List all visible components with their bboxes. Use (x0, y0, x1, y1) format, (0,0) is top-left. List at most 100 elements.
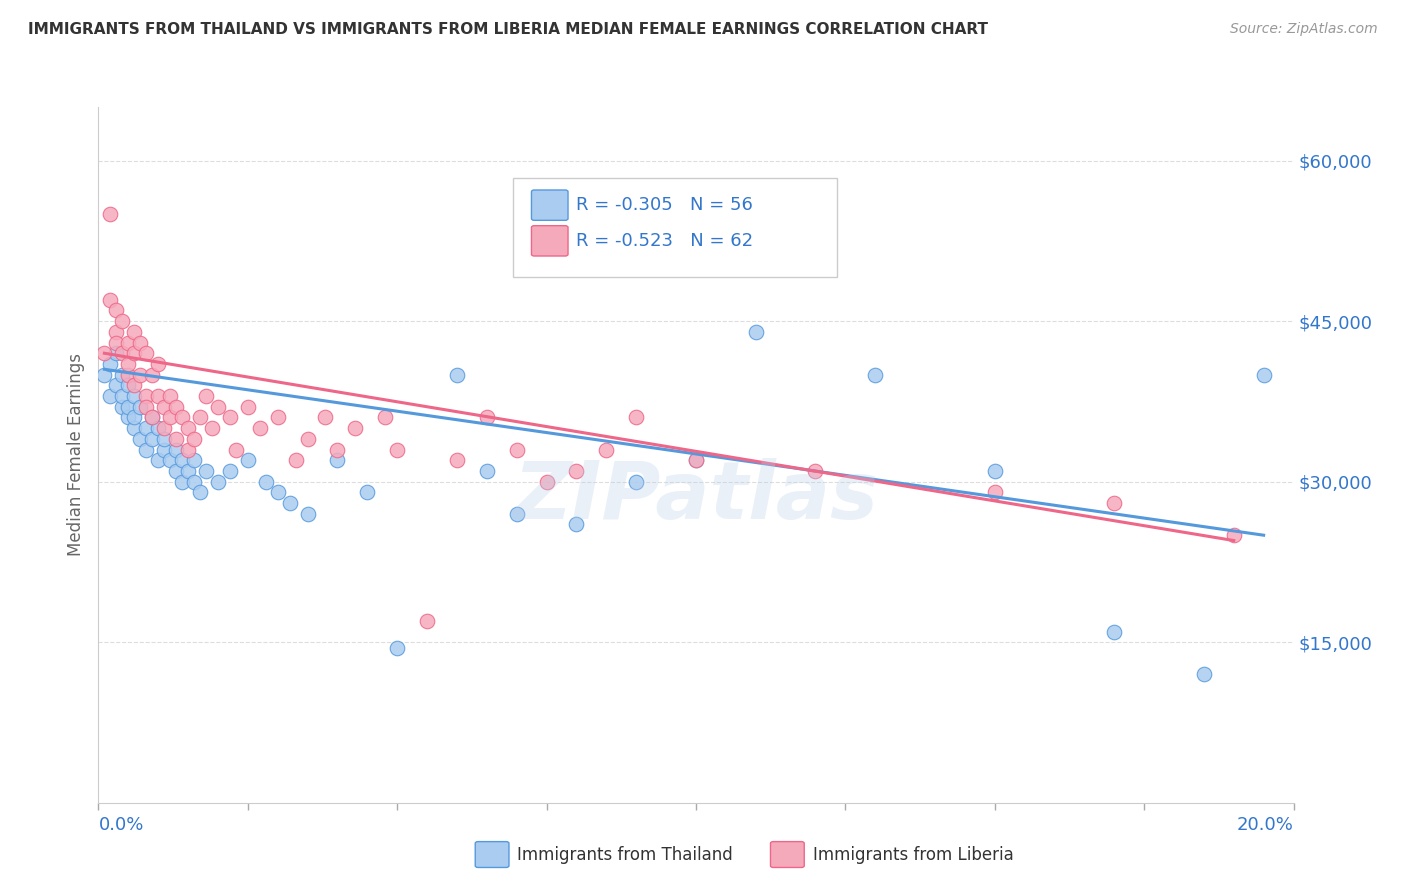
Point (249, 421, 271, 435)
Text: R = -0.305   N = 56: R = -0.305 N = 56 (576, 196, 754, 214)
Point (165, 442, 187, 457)
Point (105, 335, 128, 350)
Text: IMMIGRANTS FROM THAILAND VS IMMIGRANTS FROM LIBERIA MEDIAN FEMALE EARNINGS CORRE: IMMIGRANTS FROM THAILAND VS IMMIGRANTS F… (28, 22, 988, 37)
Point (177, 464, 200, 478)
Point (135, 346, 157, 360)
Point (685, 453, 707, 467)
Point (98, 389, 122, 403)
Point (194, 464, 218, 478)
Point (141, 432, 163, 446)
Point (1223, 528, 1246, 542)
Point (124, 421, 146, 435)
Point (165, 432, 187, 446)
Point (207, 400, 229, 414)
Point (93, 346, 115, 360)
Point (278, 496, 301, 510)
Point (475, 464, 498, 478)
Point (446, 368, 468, 382)
Point (595, 442, 617, 457)
Point (183, 475, 205, 489)
Point (105, 346, 128, 360)
Point (117, 378, 139, 392)
Point (284, 453, 307, 467)
Point (254, 475, 277, 489)
Point (124, 378, 146, 392)
Point (475, 410, 498, 425)
Point (225, 442, 247, 457)
Text: 0.0%: 0.0% (98, 816, 143, 834)
Point (117, 335, 139, 350)
Point (356, 485, 378, 500)
Point (153, 400, 176, 414)
Point (219, 410, 242, 425)
Point (129, 335, 152, 350)
Point (236, 400, 259, 414)
Point (117, 410, 139, 425)
Point (385, 442, 409, 457)
Point (315, 410, 337, 425)
Point (1192, 667, 1215, 681)
Text: 20.0%: 20.0% (1237, 816, 1294, 834)
Point (804, 464, 827, 478)
Point (124, 325, 146, 339)
Point (446, 453, 468, 467)
Text: ZIPatlas: ZIPatlas (513, 458, 879, 536)
Point (124, 346, 146, 360)
Point (135, 421, 157, 435)
Point (117, 400, 139, 414)
Point (172, 475, 194, 489)
Text: Immigrants from Thailand: Immigrants from Thailand (517, 846, 733, 863)
Point (297, 432, 319, 446)
Point (1104, 496, 1126, 510)
Point (177, 442, 200, 457)
Point (565, 517, 588, 532)
Point (207, 475, 229, 489)
Point (374, 410, 396, 425)
Point (111, 346, 134, 360)
Point (267, 410, 290, 425)
Point (111, 400, 134, 414)
Point (159, 453, 181, 467)
Point (111, 389, 134, 403)
Point (172, 410, 194, 425)
Point (124, 389, 146, 403)
Point (148, 421, 170, 435)
Point (135, 400, 157, 414)
Point (105, 303, 128, 318)
Point (506, 507, 529, 521)
Point (326, 453, 349, 467)
Text: R = -0.523   N = 62: R = -0.523 N = 62 (576, 232, 754, 250)
Point (685, 453, 707, 467)
Point (416, 614, 439, 628)
Point (326, 442, 349, 457)
Point (219, 464, 242, 478)
Point (188, 410, 211, 425)
Point (141, 410, 163, 425)
Text: Source: ZipAtlas.com: Source: ZipAtlas.com (1230, 22, 1378, 37)
Point (153, 421, 176, 435)
Point (117, 357, 139, 371)
Point (93, 368, 115, 382)
Point (111, 314, 134, 328)
Point (165, 400, 187, 414)
Point (236, 453, 259, 467)
Point (865, 368, 887, 382)
Point (117, 368, 139, 382)
Point (177, 421, 200, 435)
Point (506, 442, 529, 457)
Point (148, 453, 170, 467)
Point (135, 389, 157, 403)
Point (194, 389, 218, 403)
Point (98, 357, 122, 371)
Point (105, 378, 128, 392)
Point (135, 442, 157, 457)
Point (129, 400, 152, 414)
Point (188, 485, 211, 500)
Point (183, 432, 205, 446)
Point (1253, 368, 1275, 382)
Point (267, 485, 290, 500)
Point (983, 464, 1005, 478)
Point (536, 475, 558, 489)
Point (141, 410, 163, 425)
Point (105, 325, 128, 339)
